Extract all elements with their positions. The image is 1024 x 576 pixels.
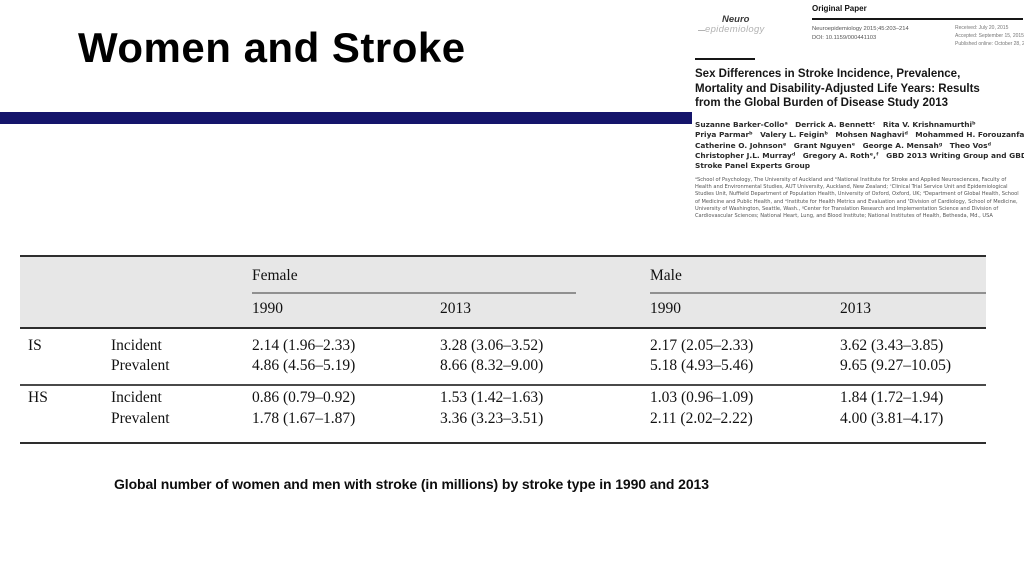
table-group-divider: [20, 384, 986, 386]
table-value: 0.86 (0.79–0.92): [252, 389, 356, 406]
table-value: 9.65 (9.27–10.05): [840, 357, 952, 374]
journal-header-rule: [812, 17, 1023, 20]
table-value: 3.62 (3.43–3.85): [840, 337, 944, 354]
journal-citation: Neuroepidemiology 2015;45:203–214: [812, 26, 909, 32]
row-group-label-is: IS: [28, 337, 42, 354]
journal-accepted-date: Accepted: September 15, 2015: [955, 33, 1024, 39]
journal-published-date: Published online: October 28, 2015: [955, 41, 1024, 47]
male-spanner-rule: [650, 292, 986, 294]
journal-citation-block: Neuroepidemiology 2015;45:203–214 DOI: 1…: [812, 25, 909, 42]
column-group-female: Female: [252, 267, 298, 284]
author-line: Catherine O. Johnsonᵉ Grant Nguyenᵉ Geor…: [695, 140, 992, 150]
table-value: 3.28 (3.06–3.52): [440, 337, 544, 354]
table-header-border: [20, 327, 986, 329]
journal-article-thumbnail: Neuro epidemiology Original Paper Neuroe…: [692, 0, 1024, 240]
journal-dates-block: Received: July 20, 2015 Accepted: Septem…: [955, 24, 1024, 48]
column-header-male-1990: 1990: [650, 300, 681, 317]
table-value: 1.84 (1.72–1.94): [840, 389, 944, 406]
row-measure-label: Incident: [111, 389, 162, 406]
table-value: 1.78 (1.67–1.87): [252, 410, 356, 427]
author-line: Christopher J.L. Murrayᵈ Gregory A. Roth…: [695, 150, 1024, 160]
journal-logo-neuro: Neuro: [722, 14, 750, 25]
row-group-label-hs: HS: [28, 389, 48, 406]
stroke-data-table: Female Male 1990 2013 1990 2013 IS Incid…: [20, 255, 986, 444]
table-value: 4.00 (3.81–4.17): [840, 410, 944, 427]
column-header-male-2013: 2013: [840, 300, 871, 317]
article-affiliations: ᵃSchool of Psychology, The University of…: [695, 177, 1019, 220]
table-value: 2.11 (2.02–2.22): [650, 410, 753, 427]
table-value: 1.53 (1.42–1.63): [440, 389, 544, 406]
column-group-male: Male: [650, 267, 682, 284]
journal-received-date: Received: July 20, 2015: [955, 25, 1009, 31]
table-value: 2.17 (2.05–2.33): [650, 337, 754, 354]
article-title: Sex Differences in Stroke Incidence, Pre…: [695, 68, 980, 110]
female-spanner-rule: [252, 292, 576, 294]
journal-doi: DOI: 10.1159/000441103: [812, 34, 877, 41]
table-value: 5.18 (4.93–5.46): [650, 357, 754, 374]
table-value: 8.66 (8.32–9.00): [440, 357, 544, 374]
table-value: 2.14 (1.96–2.33): [252, 337, 356, 354]
table-value: 1.03 (0.96–1.09): [650, 389, 754, 406]
table-value: 4.86 (4.56–5.19): [252, 357, 356, 374]
journal-logo-dash: [698, 30, 705, 31]
article-title-rule: [695, 58, 755, 60]
journal-logo-epidemiology: epidemiology: [705, 24, 765, 35]
column-header-female-2013: 2013: [440, 300, 471, 317]
row-measure-label: Prevalent: [111, 357, 170, 374]
table-caption: Global number of women and men with stro…: [114, 476, 709, 492]
table-top-border: [20, 255, 986, 257]
table-value: 3.36 (3.23–3.51): [440, 410, 544, 427]
accent-bar: [0, 112, 693, 124]
column-header-female-1990: 1990: [252, 300, 283, 317]
row-measure-label: Incident: [111, 337, 162, 354]
author-line: Priya Parmarᵇ Valery L. Feiginᵇ Mohsen N…: [695, 130, 1024, 140]
author-line: Stroke Panel Experts Group: [695, 161, 811, 171]
table-bottom-border: [20, 442, 986, 444]
row-measure-label: Prevalent: [111, 410, 170, 427]
author-line: Suzanne Barker-Colloᵃ Derrick A. Bennett…: [695, 120, 976, 129]
article-authors: Suzanne Barker-Colloᵃ Derrick A. Bennett…: [695, 120, 1024, 171]
journal-section-label: Original Paper: [812, 4, 867, 13]
page-title: Women and Stroke: [78, 24, 466, 71]
